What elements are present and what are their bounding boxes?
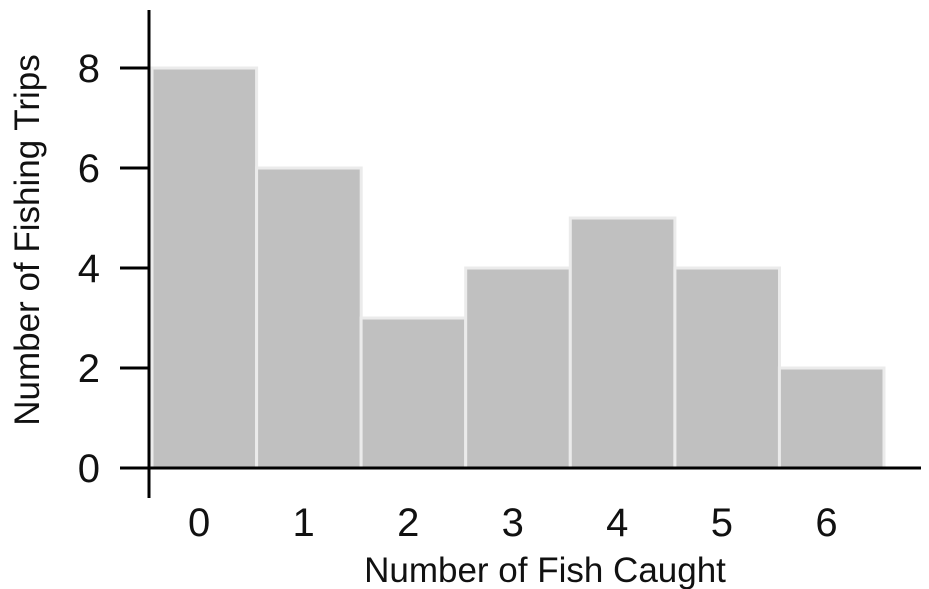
y-tick-label: 4	[78, 247, 100, 291]
y-axis-title: Number of Fishing Trips	[8, 54, 47, 426]
x-tick-label: 5	[711, 501, 733, 545]
x-axis-title: Number of Fish Caught	[364, 551, 726, 589]
bar-1	[255, 166, 363, 470]
bar-2	[359, 316, 468, 470]
y-tick-label: 0	[78, 447, 100, 491]
x-tick-label: 4	[606, 501, 628, 545]
y-tick-label: 8	[78, 47, 100, 91]
y-ticks-layer: 0 2 4 6 8	[78, 47, 149, 491]
x-ticks-layer: 0 1 2 3 4 5 6	[188, 501, 838, 545]
bar-3	[464, 266, 572, 470]
bar-6	[777, 366, 886, 470]
bars-layer	[150, 66, 886, 470]
bar-4	[568, 216, 677, 470]
y-tick-label: 6	[78, 147, 100, 191]
bar-5	[673, 266, 782, 470]
x-tick-label: 1	[292, 501, 314, 545]
x-tick-label: 0	[188, 501, 210, 545]
bar-0	[150, 66, 259, 470]
x-tick-label: 6	[815, 501, 837, 545]
x-tick-label: 2	[397, 501, 419, 545]
y-tick-label: 2	[78, 347, 100, 391]
x-tick-label: 3	[502, 501, 524, 545]
